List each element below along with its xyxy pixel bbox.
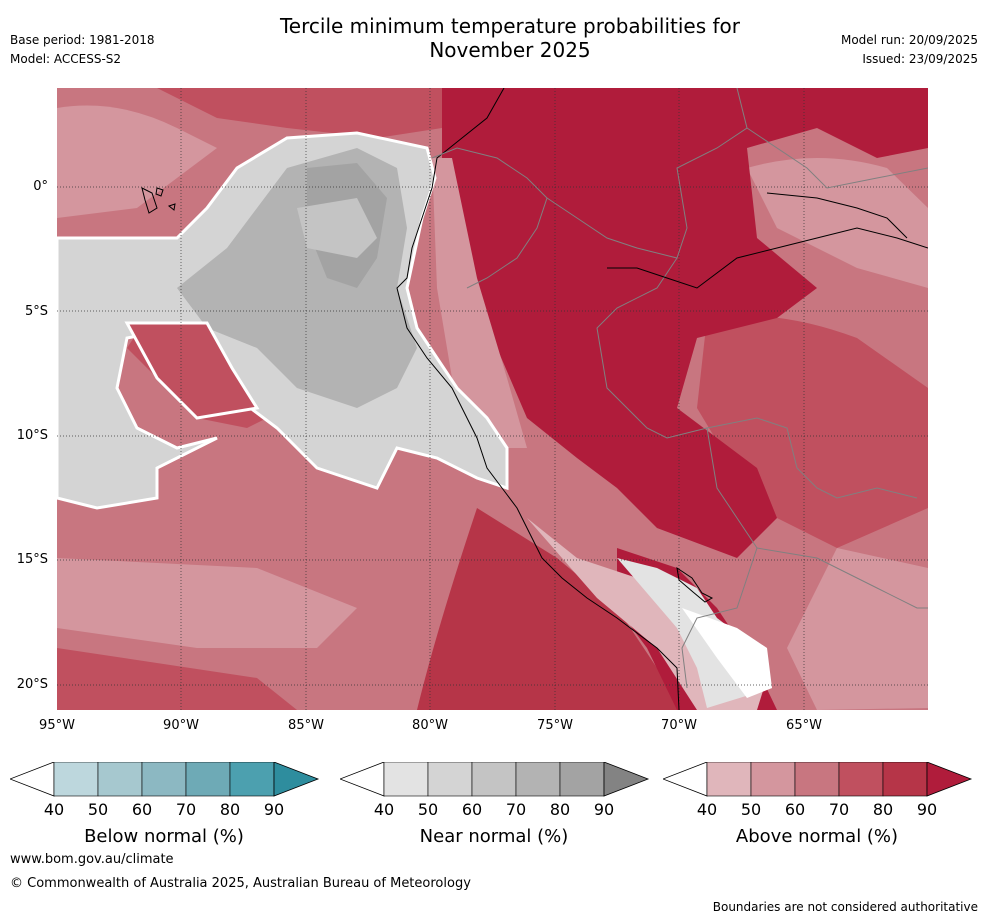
colorbar-below-tick-40: 40 [43, 800, 65, 819]
colorbar-below-tick-90: 90 [263, 800, 285, 819]
colorbar-above-swatch-50 [750, 762, 796, 797]
border-bolivia-west [681, 427, 758, 689]
colorbar-near-tick-40: 40 [373, 800, 395, 819]
pink-zone-sw [57, 558, 357, 648]
map-title: Tercile minimum temperature probabilitie… [0, 14, 988, 62]
model-name: Model: ACCESS-S2 [10, 52, 122, 66]
lon-label-65w: 65°W [786, 718, 822, 733]
lat-label-20s: 20°S [16, 677, 48, 692]
lat-label-5s: 5°S [24, 304, 48, 319]
rio-negro [766, 192, 908, 239]
country-borders [431, 88, 928, 689]
coastal-strip-pink [432, 158, 527, 448]
lon-label-80w: 80°W [412, 718, 448, 733]
colorbar-below-swatch-60 [141, 762, 187, 797]
title-line-2: November 2025 [429, 38, 591, 62]
border-colombia [546, 88, 748, 259]
colorbar-below-swatch-70 [185, 762, 231, 797]
colorbar-near-swatch-50 [427, 762, 473, 797]
colorbar-above-tick-80: 80 [872, 800, 894, 819]
colorbar-near-tick-50: 50 [417, 800, 439, 819]
lon-label-75w: 75°W [537, 718, 573, 733]
title-line-1: Tercile minimum temperature probabilitie… [279, 14, 741, 38]
lake-titicaca [676, 566, 714, 603]
footer-url: www.bom.gov.au/climate [10, 852, 174, 867]
colorbar-above-swatch-40 [706, 762, 752, 797]
colorbar-above-swatch-60 [794, 762, 840, 797]
footer-copyright: © Commonwealth of Australia 2025, Austra… [10, 876, 471, 891]
near-normal-patch [297, 198, 377, 258]
galapagos-santa-cruz [155, 187, 164, 197]
lon-label-70w: 70°W [661, 718, 697, 733]
colorbar-below-swatch-50 [97, 762, 143, 797]
colorbar-near-swatch-60 [471, 762, 517, 797]
graticule [57, 88, 928, 710]
colorbar-near-swatch-80 [559, 762, 605, 797]
colorbar-near-tick-60: 60 [461, 800, 483, 819]
issued-date: Issued: 23/09/2025 [862, 52, 978, 66]
lat-label-15s: 15°S [16, 552, 48, 567]
colorbar-above-max-extend [926, 762, 973, 797]
border-bolivia-south [756, 547, 928, 609]
colorbar-below-min-extend [10, 762, 55, 797]
probability-map [57, 88, 928, 710]
pink-zone-nw [57, 105, 217, 218]
colorbar-above [663, 762, 973, 797]
colorbar-near-swatch-70 [515, 762, 561, 797]
border-brazil [596, 257, 918, 499]
colorbar-above-swatch-80 [882, 762, 928, 797]
colorbar-near-swatch-40 [383, 762, 429, 797]
colorbar-above-tick-90: 90 [916, 800, 938, 819]
lon-label-85w: 85°W [288, 718, 324, 733]
colorbar-above-min-extend [663, 762, 708, 797]
pink-zone-ne [747, 158, 928, 288]
colorbar-below-tick-60: 60 [131, 800, 153, 819]
galapagos-san-cristobal [167, 203, 176, 211]
colorbar-near-tick-70: 70 [505, 800, 527, 819]
pink-zone-se [787, 548, 928, 710]
colorbar-above-tick-40: 40 [696, 800, 718, 819]
white-patch-south [682, 608, 772, 698]
lon-label-90w: 90°W [163, 718, 199, 733]
colorbar-near-tick-90: 90 [593, 800, 615, 819]
above-normal-90-land [442, 88, 928, 558]
colorbar-below-tick-70: 70 [175, 800, 197, 819]
colorbar-near-title: Near normal (%) [419, 826, 569, 847]
colorbar-near-min-extend [340, 762, 385, 797]
colorbar-below-tick-80: 80 [219, 800, 241, 819]
base-period: Base period: 1981-2018 [10, 33, 155, 47]
coastline [396, 88, 680, 710]
darkred-zone-south [417, 508, 697, 710]
red-zone-north [157, 88, 442, 138]
colorbar-below-tick-50: 50 [87, 800, 109, 819]
colorbar-above-tick-50: 50 [740, 800, 762, 819]
border-venezuela [746, 127, 928, 189]
colorbar-above-tick-60: 60 [784, 800, 806, 819]
model-run: Model run: 20/09/2025 [840, 33, 978, 47]
galapagos-islands [141, 187, 176, 214]
colorbar-below-title: Below normal (%) [84, 826, 244, 847]
lon-label-95w: 95°W [39, 718, 75, 733]
colorbar-above-tick-70: 70 [828, 800, 850, 819]
colorbar-above-title: Above normal (%) [735, 826, 899, 847]
footer-disclaimer: Boundaries are not considered authoritat… [712, 900, 978, 914]
colorbar-below-max-extend [273, 762, 320, 797]
red-zone-south [57, 648, 297, 710]
galapagos-isabela [141, 187, 158, 214]
lat-label-0: 0° [33, 179, 48, 194]
amazon-river [607, 227, 928, 289]
colorbar-near [340, 762, 650, 797]
colorbar-near-tick-80: 80 [549, 800, 571, 819]
colorbar-above-swatch-70 [838, 762, 884, 797]
colorbar-below-swatch-40 [53, 762, 99, 797]
lat-label-10s: 10°S [16, 428, 48, 443]
red-inclusion [124, 321, 260, 420]
colorbar-near-max-extend [603, 762, 650, 797]
colorbar-below-swatch-80 [229, 762, 275, 797]
colorbar-below [10, 762, 320, 797]
